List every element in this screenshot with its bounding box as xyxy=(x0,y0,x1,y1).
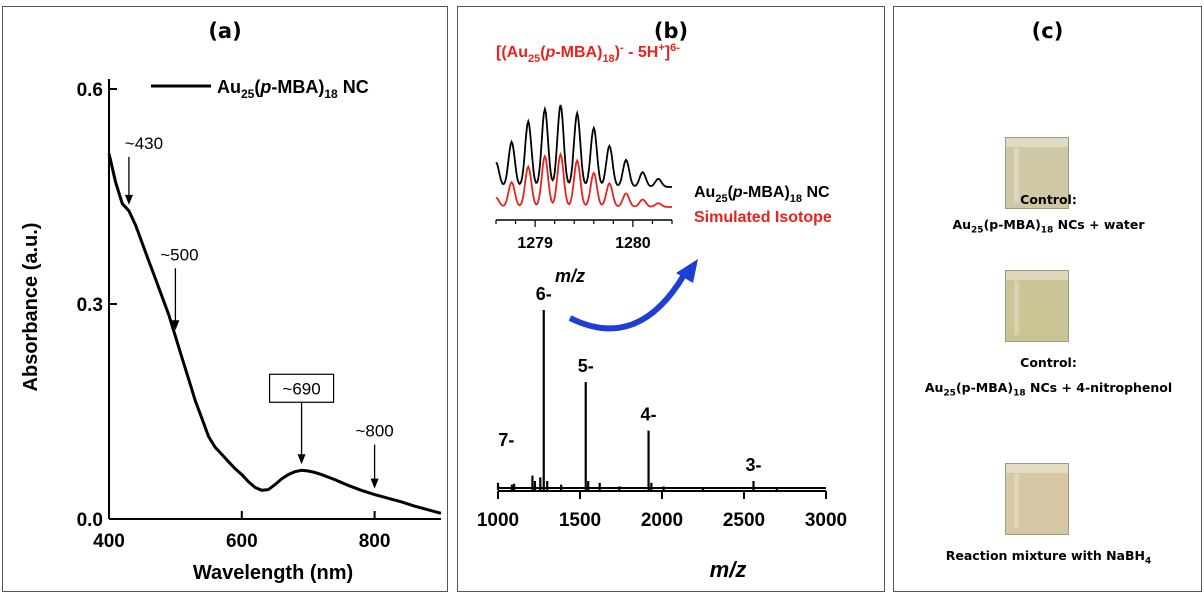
y-tick-label: 0.6 xyxy=(77,80,103,101)
annotation-label: ~800 xyxy=(355,422,393,441)
x-tick-label: 1500 xyxy=(559,510,601,531)
vial-nitrophenol xyxy=(1005,270,1069,342)
x-tick-label: 1000 xyxy=(477,510,519,531)
panel-a-label: (a) xyxy=(208,19,242,43)
peak-annotations: ~430 ~500 ~690 ~800 xyxy=(125,134,394,489)
annotation: ~690 xyxy=(268,373,335,465)
charge-label: 5- xyxy=(578,356,594,376)
inset-tick-label: 1279 xyxy=(517,235,553,252)
absorbance-chart: 400 600 800 0.0 0.3 0.6 ~430 ~500 ~690 ~800 Au25… xyxy=(20,77,442,584)
annotation: ~500 xyxy=(160,245,199,331)
caption-title-1: Control: xyxy=(1020,192,1077,207)
caption-title-2: Control: xyxy=(1020,355,1077,370)
x-axis-label: m/z xyxy=(710,557,747,582)
inset-tick-label: 1280 xyxy=(615,235,651,252)
axes: 1000 1500 2000 2500 3000 xyxy=(477,490,847,531)
annotation-label: ~690 xyxy=(282,379,320,398)
vial-water xyxy=(1005,137,1069,209)
x-tick-label: 400 xyxy=(93,531,125,552)
y-tick-label: 0.0 xyxy=(77,510,103,531)
vial-reaction-mixture xyxy=(1005,463,1069,535)
x-tick-label: 3000 xyxy=(805,510,847,531)
x-axis-label: Wavelength (nm) xyxy=(193,562,353,584)
annotation: ~430 xyxy=(125,134,163,205)
caption-line-2: Au25(p-MBA)18 NCs + 4-nitrophenol xyxy=(924,380,1173,399)
panel-b-label: (b) xyxy=(653,19,689,43)
y-axis-label: Absorbance (a.u.) xyxy=(20,223,42,392)
legend: Au25(p-MBA)18 NC xyxy=(151,77,369,101)
inset-legend-measured: Au25(p-MBA)18 NC xyxy=(694,184,830,205)
charge-label: 4- xyxy=(641,405,657,425)
panel-b: (b) 1000 1500 2000 2500 3000 7- 6- 5- 4- 3- m/z … xyxy=(457,6,885,592)
x-tick-label: 2500 xyxy=(723,510,765,531)
inset-series-1 xyxy=(495,151,672,208)
panel-c: (c) Control: Au25(p-MBA)18 NCs + water C… xyxy=(893,6,1202,592)
charge-label: 3- xyxy=(746,455,762,475)
inset-title: [(Au25(p-MBA)18)- - 5H+]6- xyxy=(496,42,680,65)
caption-line-1: Au25(p-MBA)18 NCs + water xyxy=(952,217,1145,236)
charge-label: 6- xyxy=(536,284,552,304)
mass-spectrum-chart: 1000 1500 2000 2500 3000 7- 6- 5- 4- 3- m/z [(Au… xyxy=(477,42,847,582)
spectrum-peaks xyxy=(496,310,826,490)
annotation-label: ~430 xyxy=(125,134,163,153)
x-tick-label: 2000 xyxy=(641,510,683,531)
x-tick-label: 800 xyxy=(359,531,391,552)
legend-label: Au25(p-MBA)18 NC xyxy=(217,77,369,101)
annotation-box xyxy=(268,373,335,403)
isotope-inset: 1279 1280 xyxy=(495,104,673,252)
annotation-label: ~500 xyxy=(160,245,198,264)
inset-x-axis-label: m/z xyxy=(555,266,585,286)
caption-line-3: Reaction mixture with NaBH4 xyxy=(945,548,1152,567)
axes: 400 600 800 0.0 0.3 0.6 xyxy=(77,79,441,552)
y-tick-label: 0.3 xyxy=(77,295,103,316)
inset-legend-simulated: Simulated Isotope xyxy=(694,209,832,226)
annotation: ~800 xyxy=(355,422,394,489)
inset-series-0 xyxy=(495,104,672,188)
panel-c-label: (c) xyxy=(1031,19,1064,43)
curved-arrow-icon xyxy=(568,259,698,332)
x-tick-label: 600 xyxy=(226,531,258,552)
panel-a: (a) 400 600 800 0.0 0.3 0.6 ~430 ~500 ~690 ~800 … xyxy=(2,6,448,592)
charge-state-labels: 7- 6- 5- 4- 3- xyxy=(498,284,761,475)
absorbance-curve xyxy=(107,153,442,515)
charge-label: 7- xyxy=(498,430,514,450)
